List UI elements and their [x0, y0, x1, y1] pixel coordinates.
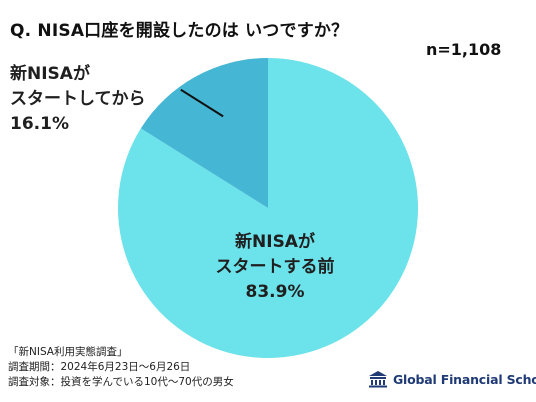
slice-label-after-line2: スタートしてから [10, 89, 146, 109]
sample-size: n=1,108 [426, 40, 502, 59]
survey-period: 調査期間：2024年6月23日〜6月26日 [8, 361, 191, 373]
slice-label-before-value: 83.9% [245, 282, 305, 302]
slice-label-before: 新NISAが スタートする前 83.9% [205, 230, 345, 305]
slice-label-after: 新NISAが スタートしてから 16.1% [10, 62, 146, 137]
brand-logo: Global Financial School [368, 370, 536, 388]
survey-footnote: 「新NISA利用実態調査」 調査期間：2024年6月23日〜6月26日 調査対象… [8, 345, 234, 390]
school-building-icon [369, 371, 387, 388]
leader-line [180, 88, 224, 118]
slice-label-before-line2: スタートする前 [215, 257, 335, 277]
chart-title: Q. NISA口座を開設したのは いつですか？ [10, 21, 349, 41]
survey-target: 調査対象：投資を学んでいる10代〜70代の男女 [8, 376, 234, 388]
slice-label-after-line1: 新NISAが [10, 64, 90, 84]
slice-label-after-value: 16.1% [10, 114, 69, 134]
pie-slice-1 [140, 58, 268, 208]
brand-name: Global Financial School [393, 371, 536, 387]
survey-name: 「新NISA利用実態調査」 [8, 346, 128, 358]
slice-label-before-line1: 新NISAが [235, 232, 315, 252]
